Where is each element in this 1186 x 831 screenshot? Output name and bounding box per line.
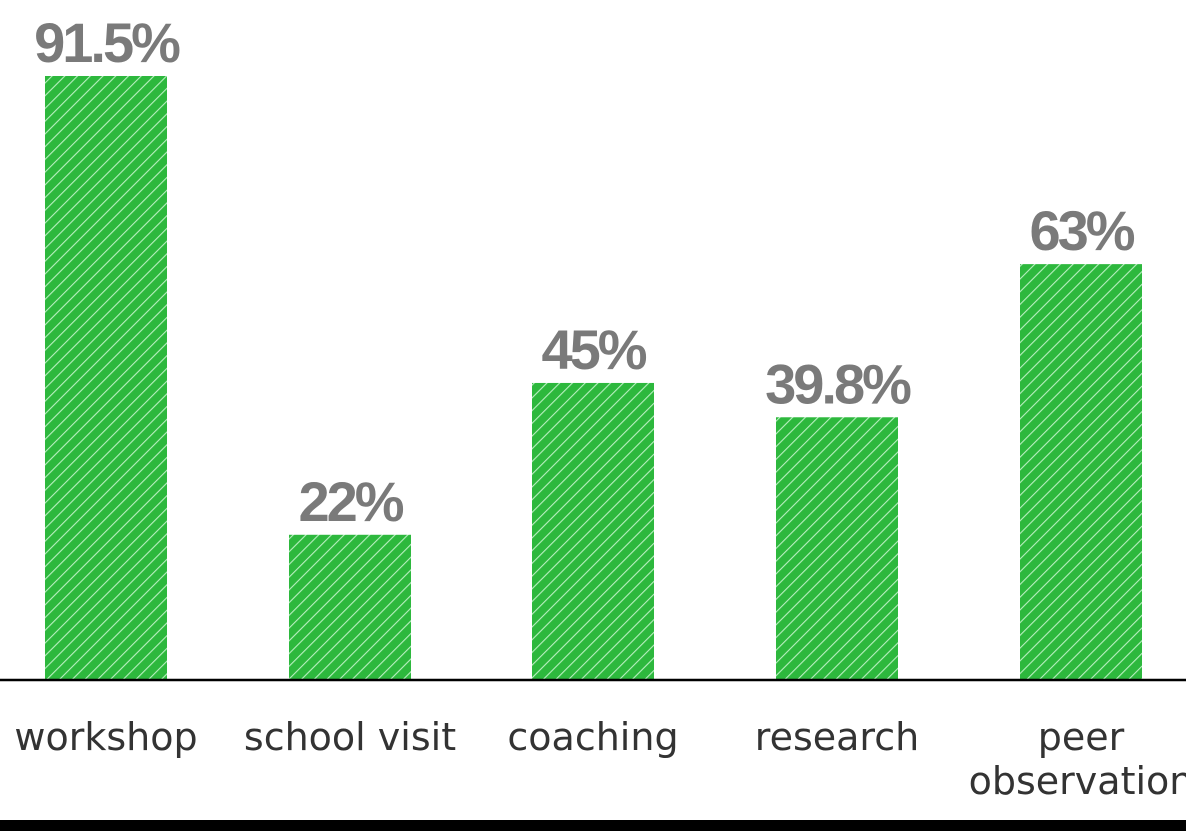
category-label-0: workshop <box>14 715 197 759</box>
bar-0 <box>45 76 167 680</box>
bar-2 <box>532 382 654 680</box>
value-label-2: 45% <box>541 318 646 381</box>
bar-1 <box>289 534 411 680</box>
value-label-4: 63% <box>1029 199 1134 262</box>
value-labels-group: 91.5% 22% 45% 39.8% 63% <box>34 11 1138 533</box>
category-label-2: coaching <box>507 715 678 759</box>
category-label-4-line-1: observation <box>969 759 1186 803</box>
category-label-3: research <box>755 715 919 759</box>
value-label-3: 39.8% <box>765 352 911 415</box>
bar-3 <box>776 417 898 680</box>
bar-4 <box>1020 264 1142 680</box>
value-label-1: 22% <box>298 470 403 533</box>
category-label-1: school visit <box>244 715 456 759</box>
bottom-band <box>0 820 1186 831</box>
category-labels-group: workshop school visit coaching research peer… <box>14 715 1186 803</box>
value-label-0: 91.5% <box>34 11 180 74</box>
bars-group <box>45 76 1142 680</box>
category-label-4-line-0: peer <box>1038 715 1125 759</box>
